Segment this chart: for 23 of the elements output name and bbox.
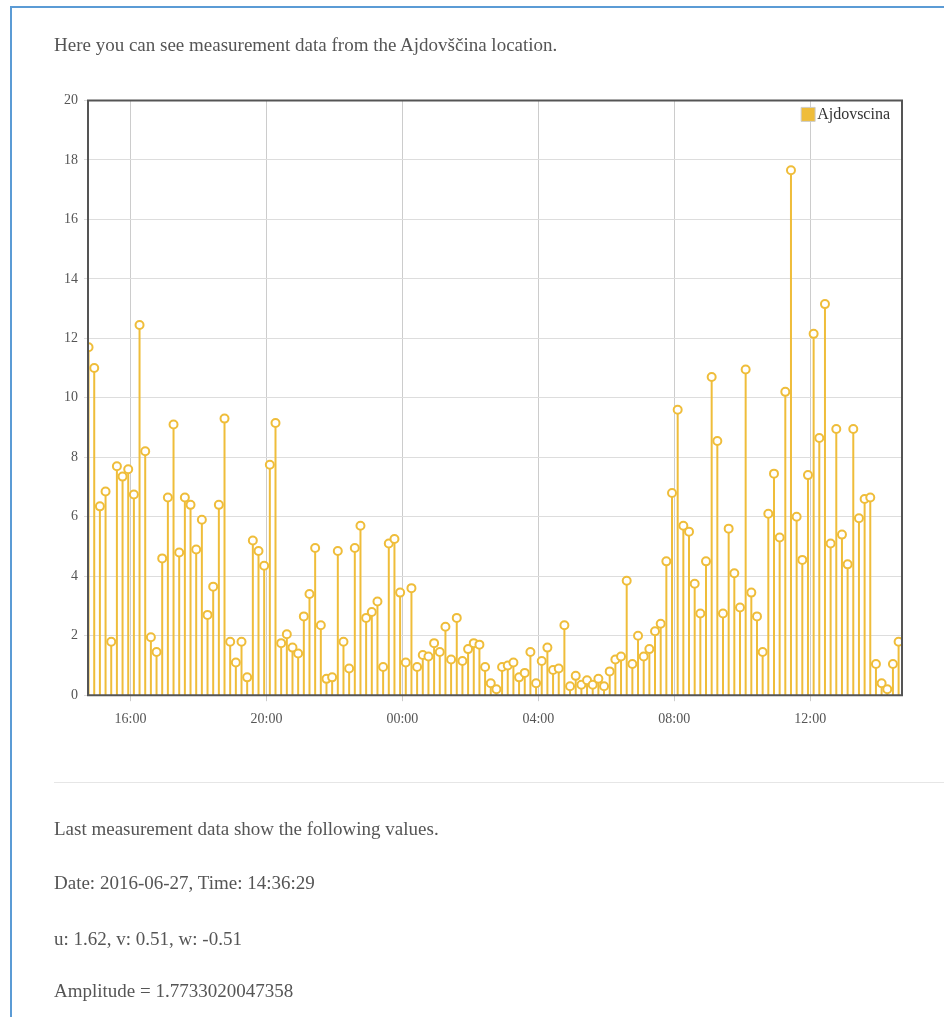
text: Last measurement data show the following values.	[54, 818, 439, 840]
x-tick-label: 12:00	[794, 711, 827, 727]
y-tick-label: 14	[64, 270, 78, 286]
y-tick-label: 16	[64, 211, 78, 227]
y-tick-label: 18	[64, 151, 78, 167]
y-tick-label: 12	[64, 329, 78, 345]
y-tick-label: 8	[71, 448, 78, 464]
y-tick-label: 0	[71, 686, 78, 702]
x-tick-label: 04:00	[522, 711, 555, 727]
y-tick-label: 10	[64, 389, 78, 405]
x-tick-label: 20:00	[250, 711, 283, 727]
text: Date: 2016-06-27, Time: 14:36:29	[54, 872, 315, 894]
y-tick-label: 4	[71, 567, 78, 583]
text: Amplitude = 1.7733020047358	[54, 980, 294, 1002]
x-tick-label: 16:00	[114, 711, 147, 727]
y-tick-label: 2	[71, 627, 78, 643]
x-tick-label: 08:00	[658, 711, 691, 727]
y-tick-label: 20	[64, 92, 78, 108]
chart-title: Here you can see measurement data from the Ajdovščina location.	[54, 34, 558, 56]
y-tick-label: 6	[71, 508, 78, 524]
text: u: 1.62, v: 0.51, w: -0.51	[54, 928, 242, 950]
legend-label: Ajdovscina	[817, 104, 890, 123]
x-tick-label: 00:00	[386, 711, 419, 727]
